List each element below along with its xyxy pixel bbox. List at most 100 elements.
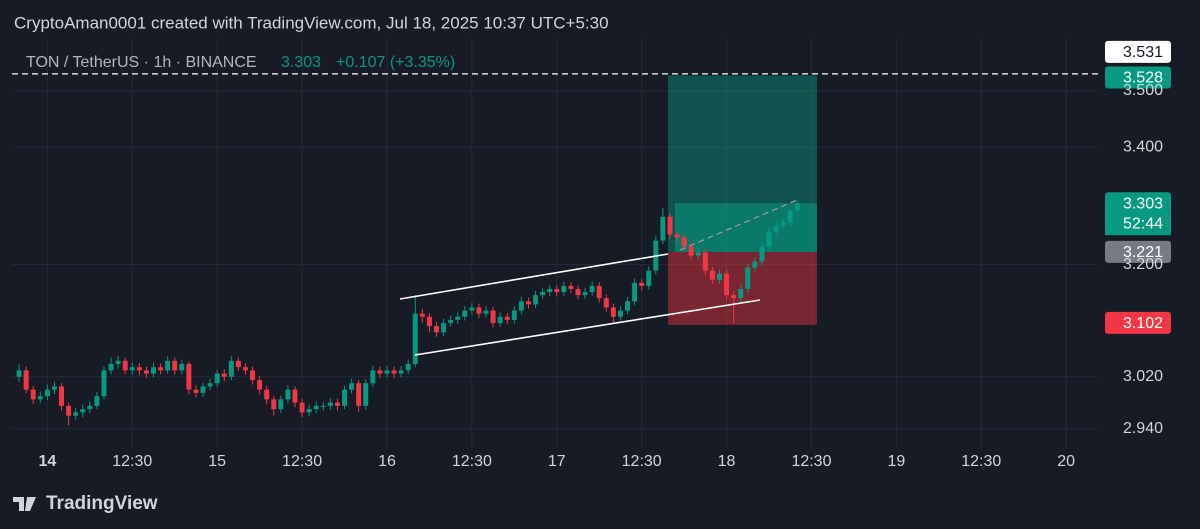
candle-body (165, 360, 171, 371)
target-box (1105, 66, 1171, 89)
open-profit (675, 203, 817, 252)
x-tick-label: 12:30 (622, 453, 662, 470)
projection-line (679, 199, 798, 251)
candle-body (525, 301, 531, 305)
candle-body (228, 360, 234, 377)
candle-body (625, 301, 631, 311)
candle-body (780, 222, 786, 226)
candle-body (646, 270, 652, 286)
candle-body (518, 301, 524, 311)
candle-body (766, 231, 772, 247)
candle-body (476, 307, 482, 314)
candle-body (129, 367, 135, 371)
candle-body (405, 363, 411, 371)
candle-body (193, 389, 199, 393)
legend-change: +0.107 (+3.35%) (336, 54, 455, 71)
y-tick-label: 3.400 (1123, 138, 1163, 155)
candle-body (349, 383, 355, 390)
candle-body (603, 298, 609, 308)
candle-body (441, 322, 447, 333)
candle-body (561, 285, 567, 293)
x-tick-label: 19 (887, 453, 905, 470)
candle-body (745, 267, 751, 289)
candle-body (433, 326, 439, 333)
x-tick-label: 14 (38, 453, 56, 470)
candle-body (115, 360, 121, 364)
candle-body (250, 370, 256, 380)
candle-body (688, 246, 694, 256)
channel-upper (399, 253, 669, 300)
candle-body (716, 273, 722, 280)
candle-body (511, 310, 517, 320)
candle-body (158, 367, 164, 371)
countdown-box (1105, 213, 1171, 236)
candle-body (589, 285, 595, 293)
candle-body (660, 216, 666, 241)
countdown-label: 52:44 (1123, 215, 1163, 232)
candle-body (235, 360, 241, 368)
candle-body (257, 379, 263, 390)
candle-body (30, 389, 36, 400)
loss-zone (668, 251, 817, 325)
candle-body (490, 310, 496, 323)
candle-body (448, 319, 454, 323)
x-tick-label: 17 (548, 453, 566, 470)
candle-body (51, 386, 57, 390)
candle-body (540, 292, 546, 296)
candle-body (384, 370, 390, 374)
candle-body (264, 389, 270, 400)
logo-mark (13, 497, 36, 511)
x-tick-label: 20 (1057, 453, 1075, 470)
last-price-box (1105, 192, 1171, 215)
candle-body (497, 316, 503, 323)
candle-body (462, 310, 468, 317)
candle-body (313, 405, 319, 410)
legend-price: 3.303 (281, 54, 321, 71)
footer-brand: TradingView (46, 493, 158, 514)
x-tick-label: 18 (718, 453, 736, 470)
candle-body (59, 386, 65, 406)
alert-label: 3.531 (1123, 44, 1163, 61)
candle-body (334, 402, 340, 406)
candle-body (773, 225, 779, 232)
candle-body (37, 396, 43, 400)
candle-body (136, 367, 142, 371)
candle-body (66, 405, 72, 416)
candle-body (285, 389, 291, 400)
candle-body (419, 313, 425, 317)
candle-body (342, 389, 348, 406)
entry-label: 3.221 (1123, 244, 1163, 261)
candle-body (724, 273, 730, 296)
footer-logo (13, 497, 36, 511)
candle-body (582, 292, 588, 296)
symbol-legend: TON / TetherUS · 1h · BINANCE (26, 54, 257, 71)
candle-body (80, 409, 86, 413)
candle-body (469, 307, 475, 311)
candle-body (73, 412, 79, 416)
candle-body (575, 288, 581, 296)
candle-body (356, 383, 362, 406)
candle-body (327, 402, 333, 406)
candle-body (299, 402, 305, 413)
x-tick-label: 16 (378, 453, 396, 470)
y-tick-label: 3.020 (1123, 368, 1163, 385)
candle-body (320, 405, 326, 407)
candle-body (759, 246, 765, 262)
y-tick-label: 3.200 (1123, 256, 1163, 273)
candle-body (377, 370, 383, 374)
candle-body (731, 295, 737, 299)
candle-body (271, 399, 277, 410)
candle-body (150, 367, 156, 374)
candle-body (533, 295, 539, 305)
x-tick-label: 12:30 (791, 453, 831, 470)
candle-body (87, 405, 93, 410)
candle-body (108, 363, 114, 371)
candle-body (426, 316, 432, 327)
candle-body (702, 252, 708, 271)
candle-body (207, 383, 213, 387)
candle-body (547, 288, 553, 293)
candle-body (122, 360, 128, 371)
y-tick-label: 2.940 (1123, 420, 1163, 437)
y-tick-label: 3.500 (1123, 82, 1163, 99)
x-tick-label: 12:30 (282, 453, 322, 470)
